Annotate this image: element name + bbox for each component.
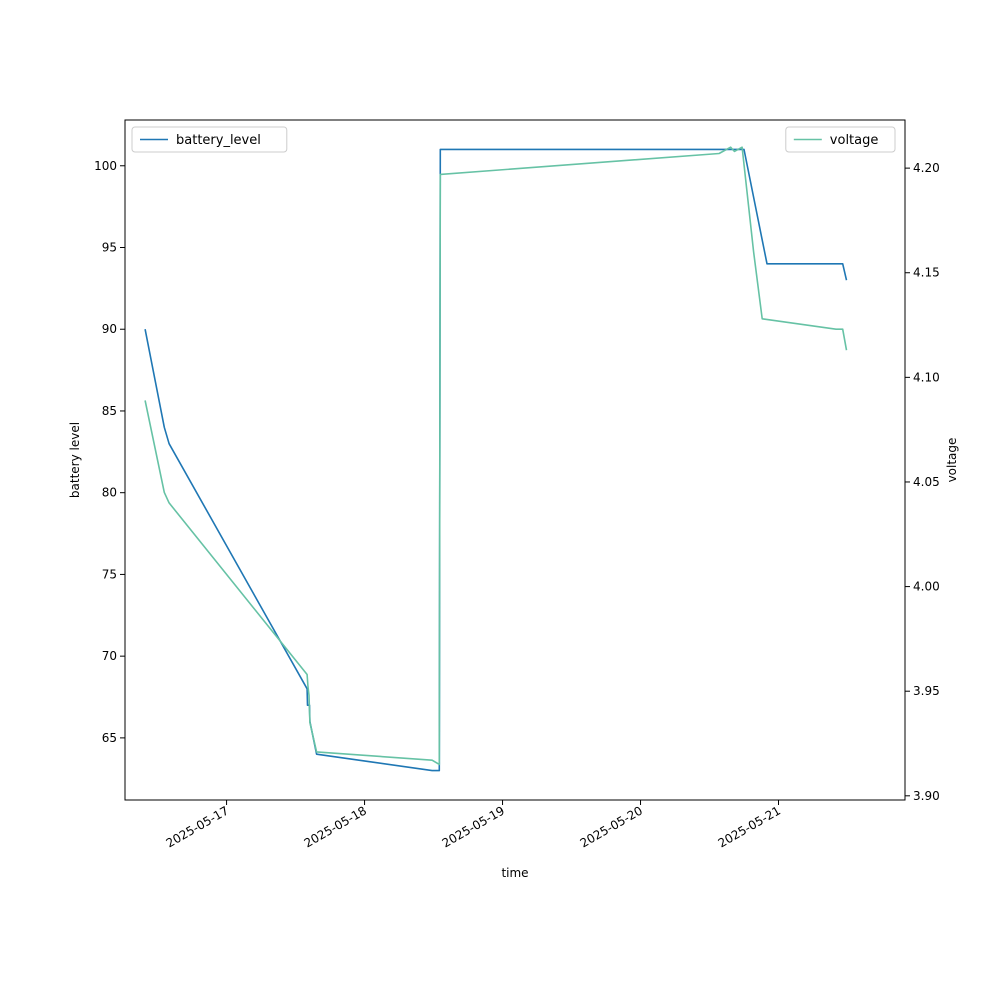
y2-tick-label: 4.00 bbox=[913, 580, 940, 594]
legend-battery-level: battery_level bbox=[131, 126, 288, 153]
y-tick-label: 70 bbox=[102, 649, 117, 663]
y2-tick-label: 4.05 bbox=[913, 475, 940, 489]
y-tick-label: 90 bbox=[102, 322, 117, 336]
legends: battery_level voltage bbox=[131, 126, 896, 153]
y2-tick-label: 4.15 bbox=[913, 266, 940, 280]
y-tick-label: 95 bbox=[102, 241, 117, 255]
legend-label: voltage bbox=[830, 133, 879, 148]
plot-area bbox=[144, 146, 848, 772]
y-tick-label: 85 bbox=[102, 404, 117, 418]
legend-voltage: voltage bbox=[785, 126, 896, 153]
legend-box bbox=[785, 126, 896, 153]
y-tick-label: 80 bbox=[102, 486, 117, 500]
y2-tick-label: 3.90 bbox=[913, 789, 940, 803]
y-tick-label: 75 bbox=[102, 567, 117, 581]
axes-frame bbox=[124, 119, 906, 801]
legend-label: battery_level bbox=[176, 133, 261, 148]
y2-tick-label: 3.95 bbox=[913, 684, 940, 698]
y-tick-label: 65 bbox=[102, 731, 117, 745]
legend-box bbox=[131, 126, 288, 153]
y-tick-label: 100 bbox=[94, 159, 117, 173]
series-line-voltage bbox=[144, 146, 848, 766]
series-line-battery-level bbox=[144, 148, 848, 772]
y-axis-label: battery level bbox=[68, 422, 82, 498]
x-axis-label: time bbox=[501, 866, 528, 880]
y2-tick-label: 4.20 bbox=[913, 161, 940, 175]
y2-tick-label: 4.10 bbox=[913, 370, 940, 384]
y2-axis-label: voltage bbox=[945, 438, 959, 483]
